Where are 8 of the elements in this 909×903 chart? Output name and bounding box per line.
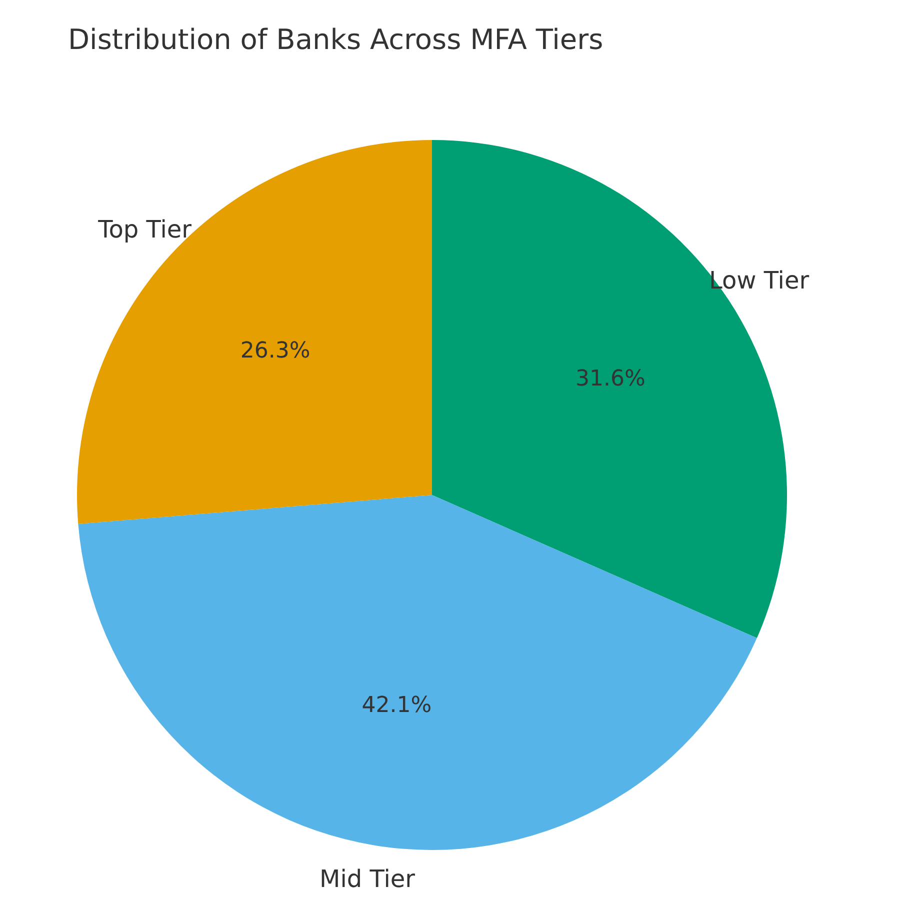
chart-title: Distribution of Banks Across MFA Tiers bbox=[68, 23, 604, 56]
data-label: 31.6% bbox=[575, 366, 646, 392]
data-label: 26.3% bbox=[240, 338, 310, 364]
pie-slice bbox=[78, 495, 757, 850]
data-label: 42.1% bbox=[362, 693, 432, 718]
slice-label: Top Tier bbox=[97, 215, 192, 244]
pie-slice bbox=[77, 140, 432, 524]
slice-label: Mid Tier bbox=[320, 865, 416, 894]
